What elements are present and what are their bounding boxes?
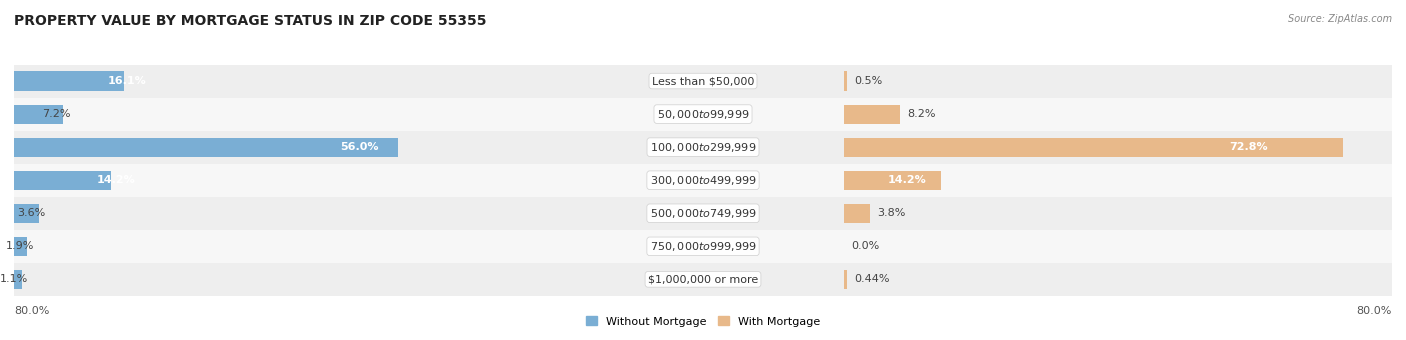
Text: $300,000 to $499,999: $300,000 to $499,999: [650, 174, 756, 187]
Text: $1,000,000 or more: $1,000,000 or more: [648, 274, 758, 284]
Bar: [14, 171, 111, 190]
Bar: [14, 230, 562, 263]
Bar: [562, 131, 844, 164]
Bar: [844, 65, 1392, 98]
Bar: [844, 230, 1392, 263]
Bar: [844, 131, 1392, 164]
Text: PROPERTY VALUE BY MORTGAGE STATUS IN ZIP CODE 55355: PROPERTY VALUE BY MORTGAGE STATUS IN ZIP…: [14, 14, 486, 28]
Text: 56.0%: 56.0%: [340, 142, 378, 152]
Bar: [844, 104, 900, 124]
Bar: [562, 98, 844, 131]
Text: 8.2%: 8.2%: [907, 109, 935, 119]
Bar: [562, 197, 844, 230]
Bar: [14, 98, 562, 131]
Text: 14.2%: 14.2%: [887, 175, 927, 185]
Text: 72.8%: 72.8%: [1229, 142, 1268, 152]
Text: 1.9%: 1.9%: [6, 241, 34, 251]
Bar: [844, 263, 1392, 296]
Bar: [562, 263, 844, 296]
Bar: [844, 138, 1343, 157]
Text: Source: ZipAtlas.com: Source: ZipAtlas.com: [1288, 14, 1392, 23]
Text: 16.1%: 16.1%: [108, 76, 146, 86]
Text: $100,000 to $299,999: $100,000 to $299,999: [650, 141, 756, 154]
Text: 3.8%: 3.8%: [877, 208, 905, 218]
Bar: [14, 204, 39, 223]
Bar: [14, 197, 562, 230]
Bar: [14, 131, 562, 164]
Bar: [844, 164, 1392, 197]
Text: $50,000 to $99,999: $50,000 to $99,999: [657, 107, 749, 121]
Text: 0.44%: 0.44%: [853, 274, 889, 284]
Bar: [14, 65, 562, 98]
Bar: [14, 138, 398, 157]
Bar: [14, 71, 124, 91]
Text: 7.2%: 7.2%: [42, 109, 70, 119]
Bar: [844, 171, 941, 190]
Bar: [14, 270, 21, 289]
Bar: [844, 71, 848, 91]
Bar: [844, 204, 870, 223]
Bar: [562, 164, 844, 197]
Bar: [14, 263, 562, 296]
Bar: [844, 197, 1392, 230]
Bar: [562, 230, 844, 263]
Text: 0.0%: 0.0%: [851, 241, 879, 251]
Text: 80.0%: 80.0%: [1357, 306, 1392, 316]
Text: 3.6%: 3.6%: [17, 208, 45, 218]
Legend: Without Mortgage, With Mortgage: Without Mortgage, With Mortgage: [582, 312, 824, 331]
Text: $750,000 to $999,999: $750,000 to $999,999: [650, 240, 756, 253]
Text: 80.0%: 80.0%: [14, 306, 49, 316]
Bar: [14, 164, 562, 197]
Bar: [14, 104, 63, 124]
Bar: [14, 237, 27, 256]
Bar: [844, 270, 846, 289]
Bar: [562, 65, 844, 98]
Text: $500,000 to $749,999: $500,000 to $749,999: [650, 207, 756, 220]
Text: Less than $50,000: Less than $50,000: [652, 76, 754, 86]
Text: 0.5%: 0.5%: [855, 76, 883, 86]
Text: 1.1%: 1.1%: [0, 274, 28, 284]
Bar: [844, 98, 1392, 131]
Text: 14.2%: 14.2%: [97, 175, 135, 185]
